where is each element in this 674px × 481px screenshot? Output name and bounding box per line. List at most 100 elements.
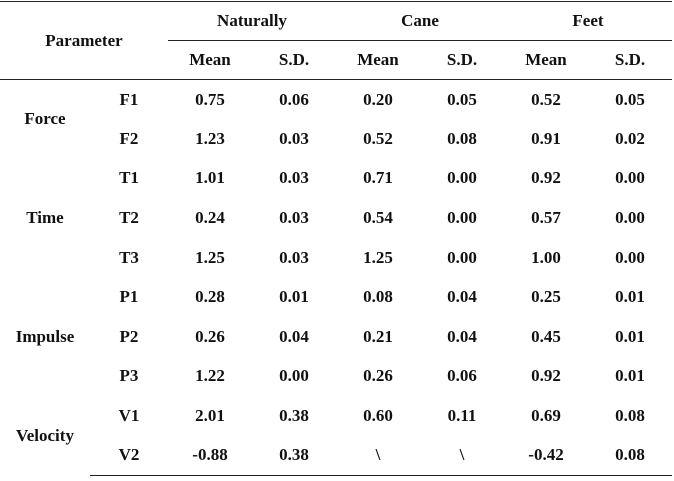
parameter-header: Parameter xyxy=(0,1,168,80)
data-row: T3 1.25 0.03 1.25 0.00 1.00 0.00 xyxy=(0,238,672,278)
group-name: Impulse xyxy=(15,326,75,346)
value-cell: 0.21 xyxy=(363,326,393,346)
value-cell: 0.00 xyxy=(279,366,309,386)
row-code: F1 xyxy=(119,89,139,109)
value-cell: 0.00 xyxy=(615,168,645,188)
data-row: Velocity V1 2.01 0.38 0.60 0.11 0.69 0.08 xyxy=(0,396,672,445)
value-cell: 0.08 xyxy=(447,128,477,148)
value-cell: 0.05 xyxy=(615,89,645,109)
value-cell: 0.01 xyxy=(615,366,645,386)
stat-header: Mean xyxy=(504,40,588,80)
data-row: Impulse P1 0.28 0.01 0.08 0.04 0.25 0.01 xyxy=(0,277,672,346)
value-cell: 0.04 xyxy=(447,287,477,307)
group-name: Time xyxy=(26,208,64,228)
data-row: F2 1.23 0.03 0.52 0.08 0.91 0.02 xyxy=(0,119,672,159)
value-cell: 1.00 xyxy=(531,247,561,267)
value-cell: 0.01 xyxy=(615,326,645,346)
value-cell: 0.08 xyxy=(588,435,672,476)
value-cell: 0.03 xyxy=(279,168,309,188)
subheader-row: Mean S.D. Mean S.D. Mean S.D. xyxy=(0,40,672,80)
stat-header: Mean xyxy=(336,40,420,80)
value-cell: 0.92 xyxy=(531,168,561,188)
group-name: Force xyxy=(24,109,66,129)
value-cell: 0.00 xyxy=(447,168,477,188)
value-cell: 0.06 xyxy=(447,366,477,386)
value-cell: 0.20 xyxy=(363,89,393,109)
value-cell: 0.52 xyxy=(363,128,393,148)
value-cell: 1.01 xyxy=(195,168,225,188)
table-body: Force F1 0.75 0.06 0.20 0.05 0.52 0.05 F2 1.23 0.0… xyxy=(0,80,672,476)
value-cell: 0.08 xyxy=(615,406,645,426)
value-cell: 0.75 xyxy=(195,89,225,109)
value-cell: 0.03 xyxy=(279,247,309,267)
condition-header: Feet xyxy=(504,1,672,41)
data-row: Force F1 0.75 0.06 0.20 0.05 0.52 0.05 xyxy=(0,80,672,129)
value-cell: 1.25 xyxy=(195,247,225,267)
row-code: P2 xyxy=(119,326,139,346)
row-code: P1 xyxy=(119,287,139,307)
data-row: P3 1.22 0.00 0.26 0.06 0.92 0.01 xyxy=(0,357,672,397)
value-cell: 0.11 xyxy=(447,406,477,426)
value-cell: \ xyxy=(336,435,420,476)
value-cell: 0.04 xyxy=(279,326,309,346)
row-code: P3 xyxy=(119,366,139,386)
row-code: V2 xyxy=(90,435,168,476)
value-cell: \ xyxy=(420,435,504,476)
value-cell: 0.71 xyxy=(363,168,393,188)
value-cell: 1.22 xyxy=(195,366,225,386)
value-cell: 0.01 xyxy=(615,287,645,307)
value-cell: 0.38 xyxy=(252,435,336,476)
row-code: F2 xyxy=(119,128,139,148)
value-cell: 0.26 xyxy=(363,366,393,386)
value-cell: 0.28 xyxy=(195,287,225,307)
value-cell: 0.60 xyxy=(363,406,393,426)
row-code: T2 xyxy=(119,208,139,228)
value-cell: 0.25 xyxy=(531,287,561,307)
value-cell: 0.92 xyxy=(531,366,561,386)
value-cell: -0.88 xyxy=(168,435,252,476)
value-cell: 0.24 xyxy=(195,208,225,228)
stat-header: S.D. xyxy=(420,40,504,80)
data-row: V2 -0.88 0.38 \ \ -0.42 0.08 xyxy=(0,435,672,476)
table-header: Parameter Naturally Cane Feet Mean S.D. Mean S.… xyxy=(0,1,672,80)
row-code: V1 xyxy=(118,406,140,426)
value-cell: 0.00 xyxy=(447,208,477,228)
value-cell: 1.25 xyxy=(363,247,393,267)
value-cell: 0.08 xyxy=(363,287,393,307)
value-cell: 2.01 xyxy=(195,406,225,426)
value-cell: 0.54 xyxy=(363,208,393,228)
data-row: P2 0.26 0.04 0.21 0.04 0.45 0.01 xyxy=(0,317,672,357)
value-cell: 0.04 xyxy=(447,326,477,346)
condition-header: Cane xyxy=(336,1,504,41)
value-cell: 0.02 xyxy=(615,128,645,148)
value-cell: 0.91 xyxy=(531,128,561,148)
value-cell: 0.03 xyxy=(279,208,309,228)
stat-header: Mean xyxy=(168,40,252,80)
value-cell: 0.57 xyxy=(531,208,561,228)
value-cell: 0.26 xyxy=(195,326,225,346)
value-cell: 0.45 xyxy=(531,326,561,346)
value-cell: 0.00 xyxy=(447,247,477,267)
group-name: Velocity xyxy=(16,425,74,445)
value-cell: 0.69 xyxy=(531,406,561,426)
header-row: Parameter Naturally Cane Feet xyxy=(0,1,672,80)
value-cell: -0.42 xyxy=(504,435,588,476)
value-cell: 0.00 xyxy=(615,208,645,228)
value-cell: 1.23 xyxy=(195,128,225,148)
data-row: Time T1 1.01 0.03 0.71 0.00 0.92 0.00 xyxy=(0,159,672,227)
value-cell: 0.03 xyxy=(279,128,309,148)
value-cell: 0.00 xyxy=(615,247,645,267)
value-cell: 0.06 xyxy=(279,89,309,109)
stat-header: S.D. xyxy=(252,40,336,80)
value-cell: 0.01 xyxy=(279,287,309,307)
stat-header: S.D. xyxy=(588,40,672,80)
row-code: T3 xyxy=(119,247,139,267)
row-code: T1 xyxy=(119,168,139,188)
value-cell: 0.05 xyxy=(447,89,477,109)
value-cell: 0.52 xyxy=(531,89,561,109)
data-row: T2 0.24 0.03 0.54 0.00 0.57 0.00 xyxy=(0,198,672,238)
condition-header: Naturally xyxy=(168,1,336,41)
value-cell: 0.38 xyxy=(279,406,309,426)
